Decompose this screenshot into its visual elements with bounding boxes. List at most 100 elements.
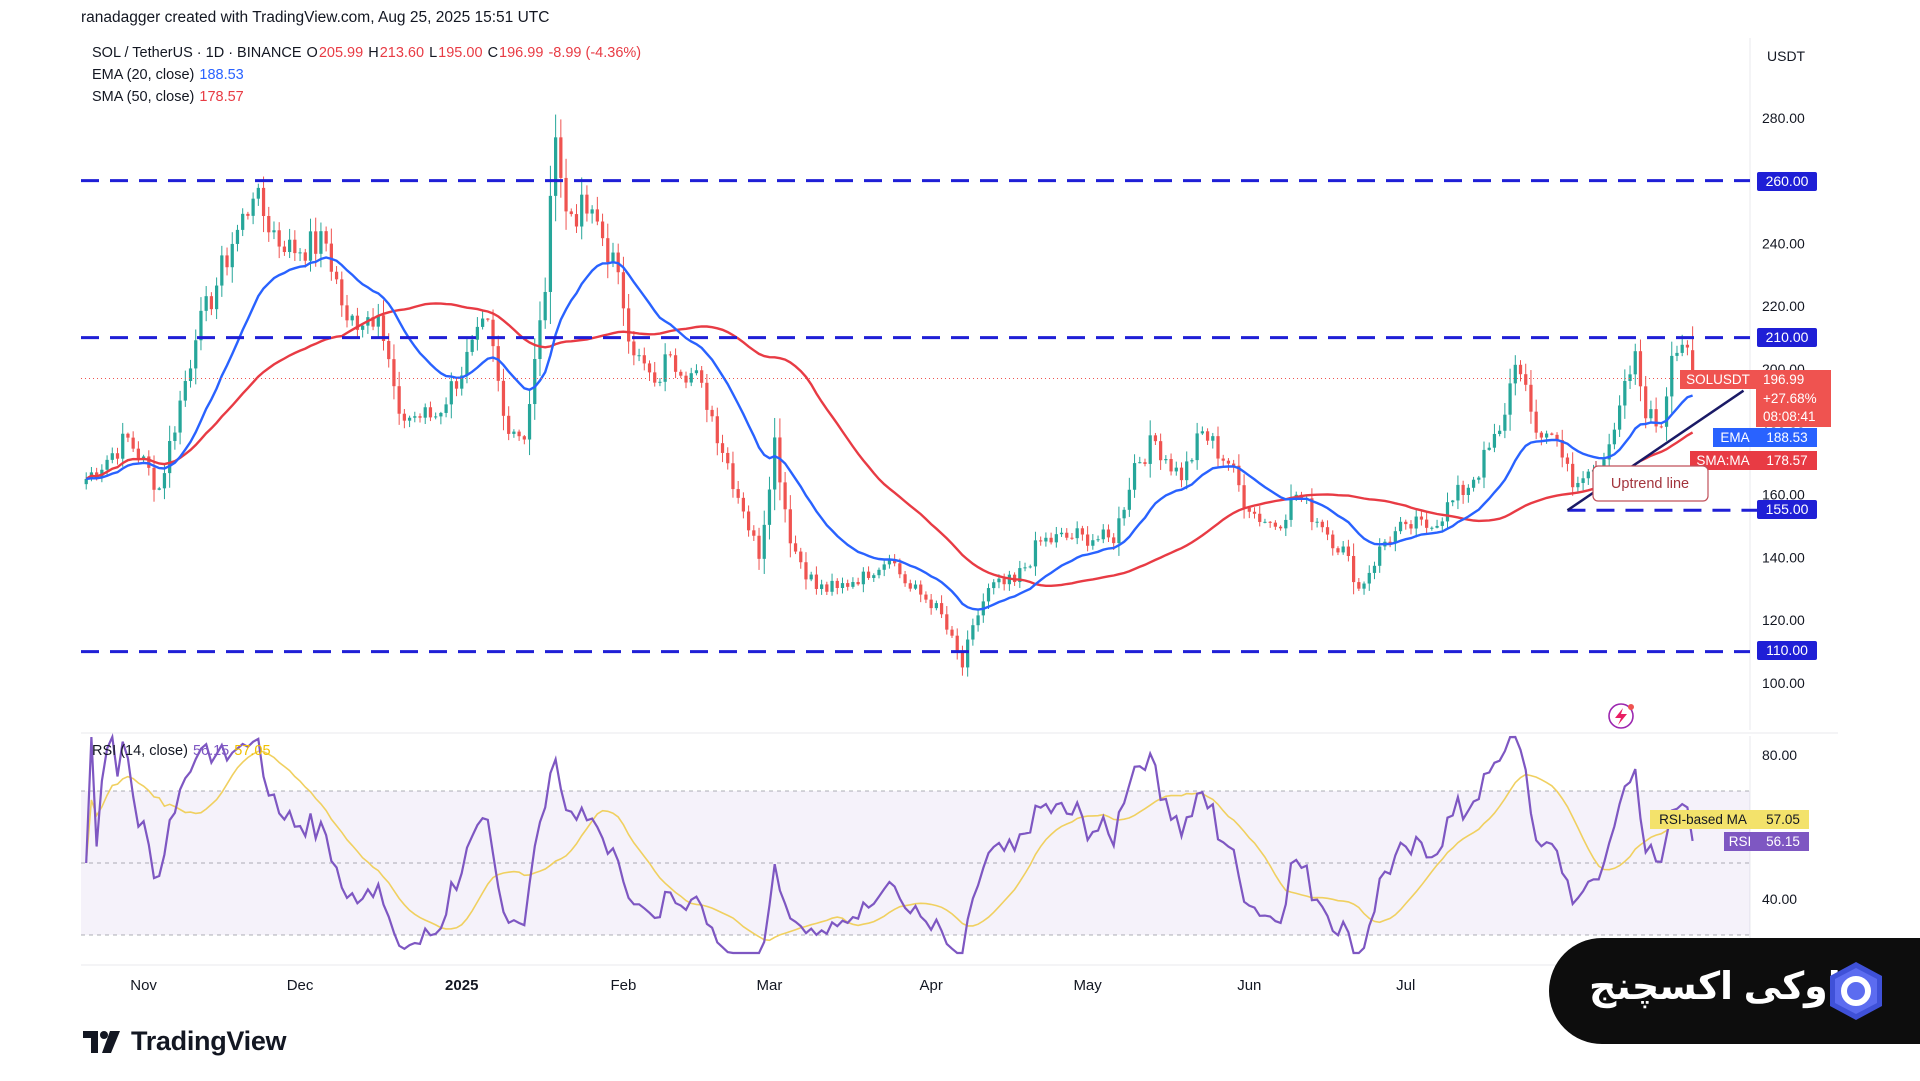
candle	[1565, 453, 1570, 472]
candle	[1059, 527, 1064, 537]
svg-text:RSI-based MA: RSI-based MA	[1659, 812, 1747, 827]
candle-body	[1565, 457, 1570, 464]
candle-body	[1205, 431, 1210, 441]
candle-body	[381, 315, 386, 341]
candle	[741, 492, 746, 519]
candle	[564, 158, 568, 230]
candle-body	[1445, 502, 1450, 522]
rsi-band-lines	[81, 790, 1750, 936]
legend-symbol-row[interactable]: SOL / TetherUS · 1D · BINANCE O205.99 H2…	[92, 45, 642, 61]
sma-badge: SMA:MA 178.57	[1690, 451, 1817, 470]
candle-body	[554, 137, 558, 196]
candle	[1425, 512, 1429, 535]
candle-body	[402, 413, 406, 421]
candle	[1018, 560, 1022, 588]
candle	[1122, 507, 1126, 526]
candle	[355, 307, 360, 339]
candle-body	[288, 239, 292, 253]
candle	[1258, 506, 1262, 527]
candle	[882, 560, 886, 577]
candle	[986, 583, 991, 609]
candle	[700, 365, 704, 388]
candle	[449, 372, 453, 419]
candle-body	[1216, 436, 1220, 459]
candle-body	[992, 582, 996, 589]
candle-body	[168, 440, 172, 474]
candle	[543, 277, 547, 329]
candle	[183, 370, 187, 407]
candle	[752, 525, 756, 541]
candle	[1560, 429, 1564, 468]
candle	[480, 310, 485, 330]
rsi-line	[85, 733, 1694, 955]
candle-body	[569, 211, 573, 215]
candle	[1544, 430, 1549, 444]
svg-text:57.05: 57.05	[1766, 812, 1800, 827]
candle-body	[235, 229, 240, 244]
candle	[1138, 456, 1142, 464]
candle-body	[653, 372, 657, 383]
candle-body	[392, 359, 396, 387]
candle-body	[1232, 463, 1236, 466]
candle-body	[564, 177, 568, 212]
candle	[966, 630, 970, 677]
candle	[1612, 422, 1617, 450]
candle-body	[1351, 556, 1356, 583]
candle-body	[840, 583, 845, 589]
candle-body	[548, 195, 553, 292]
time-tick-label: May	[1073, 977, 1102, 994]
rsi-ma-line	[85, 750, 1693, 942]
candle-body	[183, 381, 187, 401]
candle-body	[720, 443, 725, 453]
candle	[1195, 422, 1199, 470]
candle-body	[355, 315, 360, 330]
candle	[522, 435, 526, 445]
candle-body	[887, 559, 892, 565]
candle-body	[1132, 463, 1137, 490]
candle-body	[345, 305, 349, 321]
candle-body	[866, 571, 871, 578]
lightning-icon[interactable]	[1608, 703, 1634, 729]
candle-body	[1101, 529, 1105, 540]
candle	[950, 626, 954, 639]
candle-body	[757, 535, 761, 559]
candle-body	[1200, 431, 1204, 434]
candle-body	[470, 339, 474, 352]
candle-body	[434, 416, 438, 418]
candle-body	[1247, 507, 1251, 512]
candle-body	[1023, 567, 1027, 569]
legend-rsi-row[interactable]: RSI (14, close) 56.15 57.05	[92, 743, 271, 759]
candle	[939, 595, 944, 619]
candle	[1263, 518, 1267, 524]
candle	[1320, 519, 1324, 533]
okex-logo-icon	[1830, 962, 1882, 1020]
candle-body	[1461, 484, 1465, 495]
candle	[971, 618, 975, 646]
candle-body	[1325, 527, 1330, 535]
candle	[303, 248, 307, 268]
candle	[428, 401, 433, 422]
candle-body	[647, 363, 652, 373]
legend-sma-row[interactable]: SMA (50, close) 178.57	[92, 89, 244, 105]
candle	[1028, 564, 1032, 569]
candle-body	[679, 371, 683, 376]
uptrend-annotation[interactable]: Uptrend line	[1592, 461, 1709, 502]
candle-body	[204, 296, 208, 311]
candle	[340, 271, 344, 317]
candle-body	[1169, 458, 1173, 472]
candle-body	[913, 584, 918, 589]
candle-body	[512, 431, 516, 434]
candle-body	[715, 416, 719, 444]
legend-ema-row[interactable]: EMA (20, close) 188.53	[92, 67, 244, 83]
candle-body	[590, 209, 594, 214]
tradingview-logo[interactable]: TradingView	[83, 1026, 287, 1057]
candle	[157, 486, 161, 491]
candle	[293, 230, 297, 261]
candle	[1101, 524, 1105, 544]
candle-body	[1466, 487, 1470, 495]
candle	[1033, 531, 1038, 576]
candle-body	[632, 341, 636, 356]
candle-body	[1617, 405, 1622, 430]
time-tick-label: Apr	[919, 977, 942, 994]
